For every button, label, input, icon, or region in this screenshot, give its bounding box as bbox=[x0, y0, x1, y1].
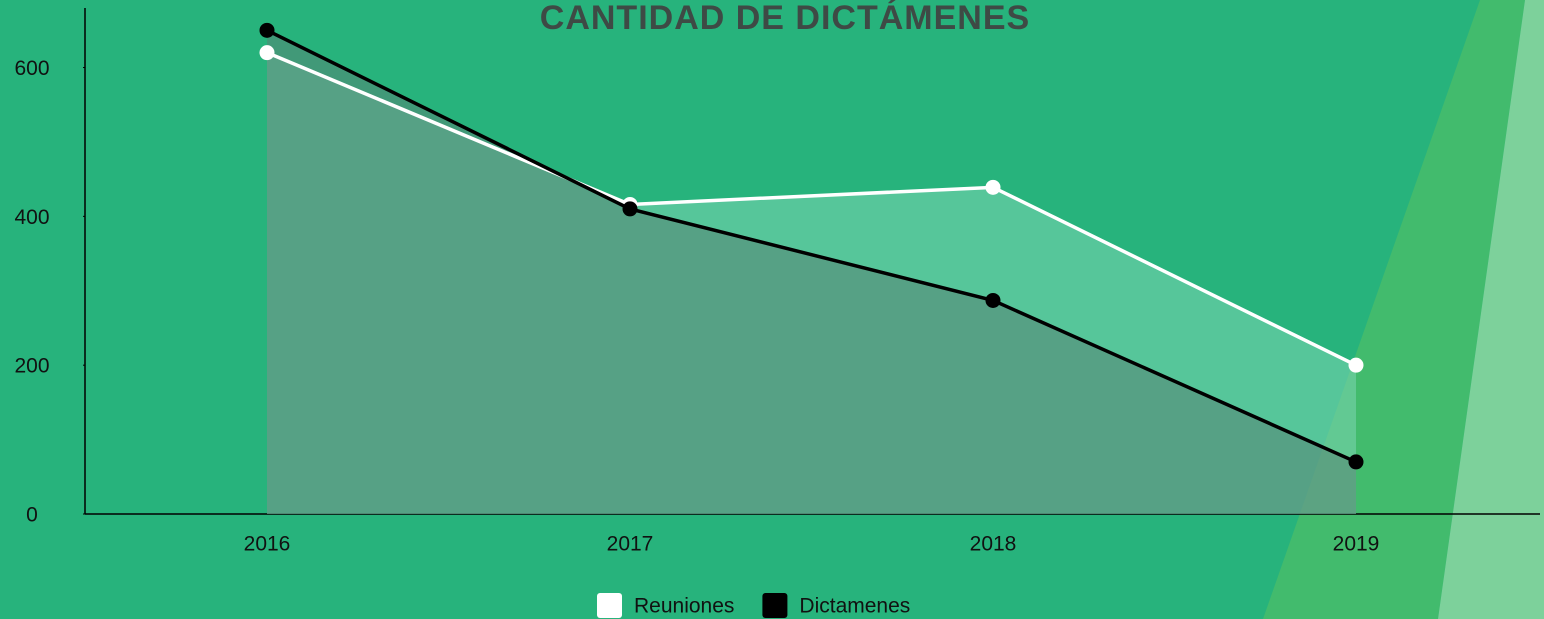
point bbox=[622, 201, 638, 217]
y-tick-label: 400 bbox=[14, 206, 49, 229]
line bbox=[266, 28, 1357, 464]
legend-label: Reuniones bbox=[634, 595, 734, 618]
legend-swatch bbox=[597, 593, 622, 618]
x-tick-label: 2018 bbox=[970, 533, 1017, 556]
x-tick-label: 2019 bbox=[1333, 533, 1380, 556]
y-tick-label: 0 bbox=[26, 504, 38, 527]
point bbox=[259, 45, 275, 61]
area bbox=[267, 30, 1356, 515]
x-tick-label: 2016 bbox=[244, 533, 291, 556]
chart-title: CANTIDAD DE DICTÁMENES bbox=[540, 0, 1030, 37]
point bbox=[985, 292, 1001, 308]
legend-label: Dictamenes bbox=[799, 595, 910, 618]
point bbox=[259, 22, 275, 38]
x-tick-label: 2017 bbox=[607, 533, 654, 556]
legend-swatch bbox=[762, 593, 788, 618]
y-tick-label: 600 bbox=[14, 57, 49, 80]
line bbox=[266, 51, 1357, 367]
plot-area bbox=[83, 8, 1540, 515]
decoration bbox=[1438, 0, 1544, 619]
y-tick-label: 200 bbox=[14, 355, 49, 378]
point bbox=[985, 179, 1001, 195]
point bbox=[1348, 454, 1364, 470]
point bbox=[1348, 357, 1364, 373]
